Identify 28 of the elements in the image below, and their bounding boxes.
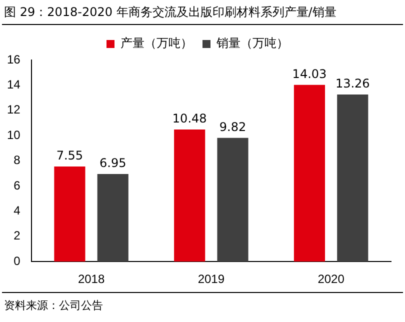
y-tick-label: 12 <box>6 102 21 117</box>
data-label: 14.03 <box>292 66 327 81</box>
bar <box>294 84 326 262</box>
data-label: 9.82 <box>219 120 246 134</box>
y-tick-label: 0 <box>14 254 21 268</box>
y-tick-label: 4 <box>14 204 21 218</box>
bar <box>97 174 128 262</box>
data-label: 7.55 <box>56 148 84 163</box>
y-tick-label: 2 <box>14 228 21 243</box>
chart-title: 图 29：2018-2020 年商务交流及出版印刷材料系列产量/销量 <box>4 4 336 21</box>
legend-label: 销量（万吨） <box>216 36 288 50</box>
legend-label: 产量（万吨） <box>120 36 192 50</box>
x-tick-label: 2020 <box>318 272 345 286</box>
y-tick-label: 16 <box>6 52 21 66</box>
x-tick-label: 2019 <box>198 272 225 286</box>
x-tick-label: 2018 <box>78 272 105 286</box>
text: 资料来源：公司公告 <box>4 298 103 313</box>
y-tick-label: 6 <box>14 178 21 192</box>
data-label: 10.48 <box>172 112 207 126</box>
y-tick-label: 10 <box>6 128 21 142</box>
data-label: 13.26 <box>335 76 370 91</box>
bar <box>174 130 206 262</box>
bar <box>217 138 248 262</box>
y-tick-label: 14 <box>6 78 21 92</box>
data-label: 6.95 <box>100 156 126 170</box>
bar <box>337 94 368 262</box>
bar <box>54 166 86 262</box>
y-tick-label: 8 <box>14 153 21 168</box>
